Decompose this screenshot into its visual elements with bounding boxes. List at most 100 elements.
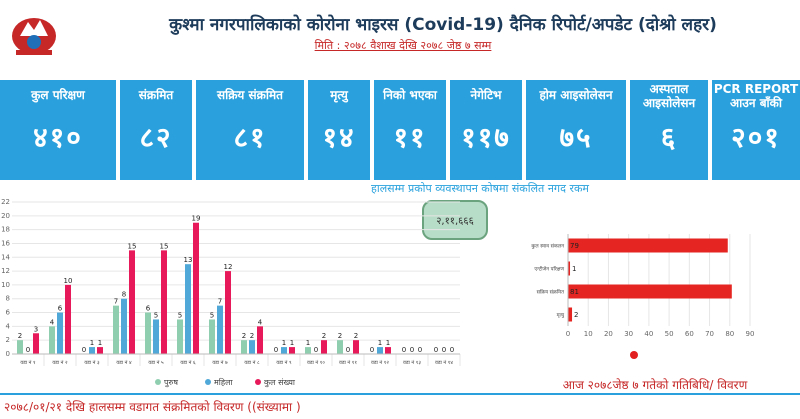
- y-tick-label: 6: [6, 309, 11, 317]
- bar-total: [161, 250, 167, 354]
- bar-activity: [568, 307, 573, 322]
- data-label: 1: [306, 339, 310, 347]
- x-category-label: वडा नं ६: [180, 359, 196, 366]
- y-category-label: कुल स्वाव संकलन: [531, 243, 564, 250]
- legend-marker: [205, 379, 211, 385]
- data-label: 7: [114, 298, 118, 306]
- x-tick-label: 80: [725, 330, 734, 338]
- stats-panel: कुल परिक्षण ४१० संक्रमित ८२ सक्रिय संक्र…: [0, 80, 800, 180]
- x-tick-label: 70: [705, 330, 714, 338]
- bar-male: [241, 340, 247, 354]
- data-label: 0: [26, 346, 30, 354]
- stat-card-negative: नेगेटिभ ११७: [450, 80, 522, 180]
- bar-female: [153, 319, 159, 354]
- data-label: 2: [250, 332, 254, 340]
- data-label: 79: [570, 242, 579, 250]
- bar-female: [217, 305, 223, 354]
- bar-total: [353, 340, 359, 354]
- bar-total: [97, 347, 103, 354]
- x-category-label: वडा नं १०: [307, 359, 325, 366]
- bar-female: [185, 264, 191, 354]
- stat-value: २०१: [731, 121, 781, 154]
- red-dot-marker: [630, 351, 638, 359]
- x-tick-label: 0: [566, 330, 570, 338]
- stat-card-pcr-pending: PCR REPORT आउन बाँकी २०१: [712, 80, 800, 180]
- data-label: 6: [58, 305, 63, 313]
- data-label: 2: [354, 332, 358, 340]
- bar-total: [385, 347, 391, 354]
- data-label: 2: [18, 332, 22, 340]
- data-label: 7: [218, 298, 222, 306]
- x-tick-label: 60: [685, 330, 694, 338]
- data-label: 8: [122, 291, 126, 299]
- data-label: 1: [290, 339, 294, 347]
- data-label: 2: [338, 332, 342, 340]
- data-label: 0: [442, 346, 446, 354]
- bar-female: [249, 340, 255, 354]
- bar-male: [145, 312, 151, 354]
- bar-total: [65, 284, 71, 354]
- legend-label: पुरुष: [164, 378, 178, 388]
- data-label: 1: [378, 339, 382, 347]
- y-tick-label: 16: [1, 239, 10, 247]
- data-label: 15: [128, 242, 137, 250]
- data-label: 2: [322, 332, 326, 340]
- footer-divider: [0, 393, 800, 395]
- data-label: 5: [210, 311, 214, 319]
- bar-activity: [568, 284, 732, 299]
- x-tick-label: 20: [604, 330, 613, 338]
- data-label: 6: [146, 305, 151, 313]
- data-label: 13: [184, 256, 193, 264]
- data-label: 0: [274, 346, 278, 354]
- data-label: 19: [192, 215, 201, 223]
- stat-value: ११: [393, 121, 427, 154]
- bar-female: [89, 347, 95, 354]
- bar-activity: [568, 261, 571, 276]
- report-date-range: मिति : २०७८ वैशाख देखि २०७८ जेष्ठ ७ सम्म: [314, 39, 492, 52]
- data-label: 1: [90, 339, 94, 347]
- data-label: 0: [370, 346, 374, 354]
- bar-total: [129, 250, 135, 354]
- legend-label: महिला: [214, 377, 234, 387]
- y-tick-label: 8: [6, 295, 10, 303]
- data-label: 1: [282, 339, 286, 347]
- stat-label: सक्रिय संक्रमित: [216, 88, 284, 102]
- bar-total: [193, 222, 199, 354]
- data-label: 2: [574, 311, 578, 319]
- ward-details-caption: २०७८/०१/२१ देखि हालसम्म वडागत संक्रमितको…: [4, 400, 301, 414]
- bar-total: [225, 271, 231, 354]
- bar-male: [177, 319, 183, 354]
- x-tick-label: 90: [746, 330, 755, 338]
- y-category-label: सक्रिय संक्रमित: [537, 289, 565, 296]
- data-label: 10: [64, 277, 73, 285]
- x-category-label: वडा नं १४: [435, 359, 453, 366]
- stat-value: ६: [660, 121, 678, 154]
- data-label: 0: [434, 346, 438, 354]
- stat-label: निको भएका: [383, 88, 437, 102]
- bar-male: [113, 305, 119, 354]
- stat-label: संक्रमित: [138, 88, 174, 102]
- data-label: 12: [224, 263, 233, 271]
- x-category-label: वडा नं ९: [276, 359, 292, 366]
- legend-marker: [155, 379, 161, 385]
- bar-male: [209, 319, 215, 354]
- data-label: 4: [258, 318, 263, 326]
- daily-activity-chart: 0 10 20 30 40 50 60 70 80 90 कुल स्वाव संकलन 79 एन्ट…: [531, 234, 755, 338]
- x-category-label: वडा नं ८: [244, 359, 260, 366]
- x-category-label: वडा नं ५: [148, 359, 164, 366]
- cash-fund-label: हालसम्म प्रकोप व्यवस्थापन कोषमा संकलित न…: [371, 182, 589, 195]
- data-label: 0: [450, 346, 454, 354]
- y-tick-label: 2: [6, 336, 10, 344]
- stat-label: कुल परिक्षण: [31, 88, 85, 102]
- x-category-label: वडा नं २: [52, 359, 68, 366]
- stat-label: होम आइसोलेसन: [539, 88, 613, 102]
- x-category-label: वडा नं १३: [403, 359, 421, 366]
- bar-male: [337, 340, 343, 354]
- bar-total: [33, 333, 39, 354]
- stat-card-home-isolation: होम आइसोलेसन ७५: [526, 80, 626, 180]
- stat-value: ४१०: [33, 121, 83, 154]
- stat-card-infected: संक्रमित ८२: [120, 80, 192, 180]
- stat-value: ७५: [559, 121, 593, 154]
- data-label: 0: [418, 346, 422, 354]
